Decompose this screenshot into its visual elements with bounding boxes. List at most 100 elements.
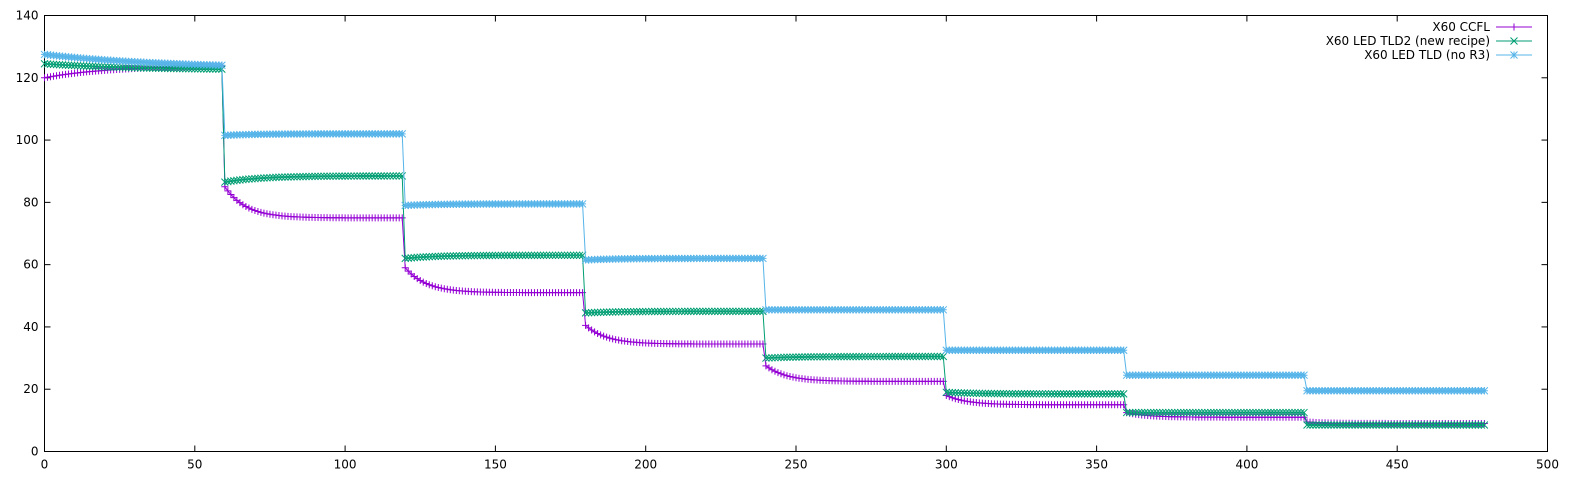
data-point <box>1053 389 1062 398</box>
data-point <box>960 389 969 397</box>
data-point <box>296 172 304 181</box>
data-point <box>1059 390 1068 398</box>
data-point <box>1065 390 1074 398</box>
data-point <box>1197 408 1206 417</box>
data-point <box>596 308 605 317</box>
data-point <box>668 307 677 316</box>
data-point <box>1203 408 1212 417</box>
data-point <box>494 251 503 260</box>
series-line <box>44 65 1485 424</box>
data-point <box>440 252 449 261</box>
data-point <box>437 284 445 292</box>
data-point <box>1231 408 1239 417</box>
data-point <box>1225 408 1233 417</box>
data-point <box>653 307 662 316</box>
data-point <box>957 396 965 404</box>
data-point <box>302 172 310 181</box>
legend-item-1: X60 CCFL <box>1432 20 1532 34</box>
data-point <box>91 62 100 71</box>
data-point <box>623 307 632 316</box>
data-point <box>458 251 467 260</box>
data-point <box>1005 389 1014 398</box>
data-point <box>1050 389 1059 398</box>
data-point <box>1456 421 1465 429</box>
data-point <box>254 207 262 215</box>
data-point <box>539 251 548 260</box>
data-point <box>443 252 452 260</box>
data-point <box>437 252 446 261</box>
data-point <box>1249 408 1257 417</box>
data-point <box>701 307 710 316</box>
data-point <box>713 307 722 316</box>
data-point <box>774 369 782 377</box>
data-point <box>47 73 55 81</box>
data-point <box>455 251 464 260</box>
data-point <box>398 214 406 222</box>
series-3 <box>40 50 1489 395</box>
data-point <box>1068 390 1077 398</box>
data-point <box>554 251 563 260</box>
data-point <box>1423 421 1432 429</box>
data-point <box>1044 389 1053 398</box>
data-point <box>1020 389 1029 398</box>
data-point <box>542 251 551 260</box>
data-point <box>76 61 85 70</box>
data-point <box>1128 408 1137 417</box>
y-tick-label: 120 <box>16 71 39 85</box>
legend-item-3: X60 LED TLD (no R3) <box>1364 48 1532 62</box>
data-point <box>1167 408 1176 417</box>
data-point <box>828 352 836 361</box>
data-point <box>1209 408 1218 417</box>
data-point <box>485 251 494 260</box>
data-point <box>635 307 644 316</box>
data-point <box>106 63 115 71</box>
data-point <box>756 307 764 316</box>
data-point <box>840 352 848 361</box>
data-point <box>1474 421 1483 429</box>
data-point <box>729 307 737 316</box>
data-point <box>320 172 328 181</box>
data-point <box>1261 408 1269 417</box>
data-point <box>1014 389 1023 398</box>
data-point <box>1098 390 1107 398</box>
data-point <box>777 353 785 362</box>
data-point <box>533 251 542 260</box>
data-point <box>398 129 407 138</box>
data-point <box>371 172 380 180</box>
data-point <box>593 308 602 317</box>
data-point <box>885 352 894 361</box>
data-point <box>377 172 386 180</box>
data-point <box>1453 421 1462 429</box>
data-point <box>1447 421 1456 429</box>
data-point <box>867 352 876 361</box>
data-point <box>227 191 235 199</box>
data-point <box>347 172 355 180</box>
data-point <box>1459 421 1468 429</box>
data-point <box>894 352 903 361</box>
data-point <box>597 331 605 339</box>
data-point <box>656 307 665 316</box>
data-point <box>401 264 409 272</box>
data-point <box>70 61 79 70</box>
data-point <box>921 352 930 361</box>
data-point <box>930 352 939 361</box>
data-point <box>317 172 325 181</box>
data-point <box>792 353 800 361</box>
data-point <box>365 172 374 180</box>
x-tick-label: 50 <box>187 458 202 472</box>
data-point <box>575 251 584 260</box>
data-point <box>1282 408 1290 417</box>
data-point <box>744 307 752 316</box>
data-point <box>704 307 713 316</box>
data-point <box>683 307 692 316</box>
data-point <box>214 65 223 73</box>
data-point <box>846 352 854 361</box>
data-point <box>236 176 244 184</box>
data-point <box>440 285 448 293</box>
data-point <box>1080 390 1089 398</box>
data-point <box>1264 408 1272 417</box>
data-point <box>1143 408 1152 417</box>
data-point <box>419 253 428 261</box>
data-point <box>1008 389 1017 398</box>
y-tick-label: 60 <box>23 258 38 272</box>
